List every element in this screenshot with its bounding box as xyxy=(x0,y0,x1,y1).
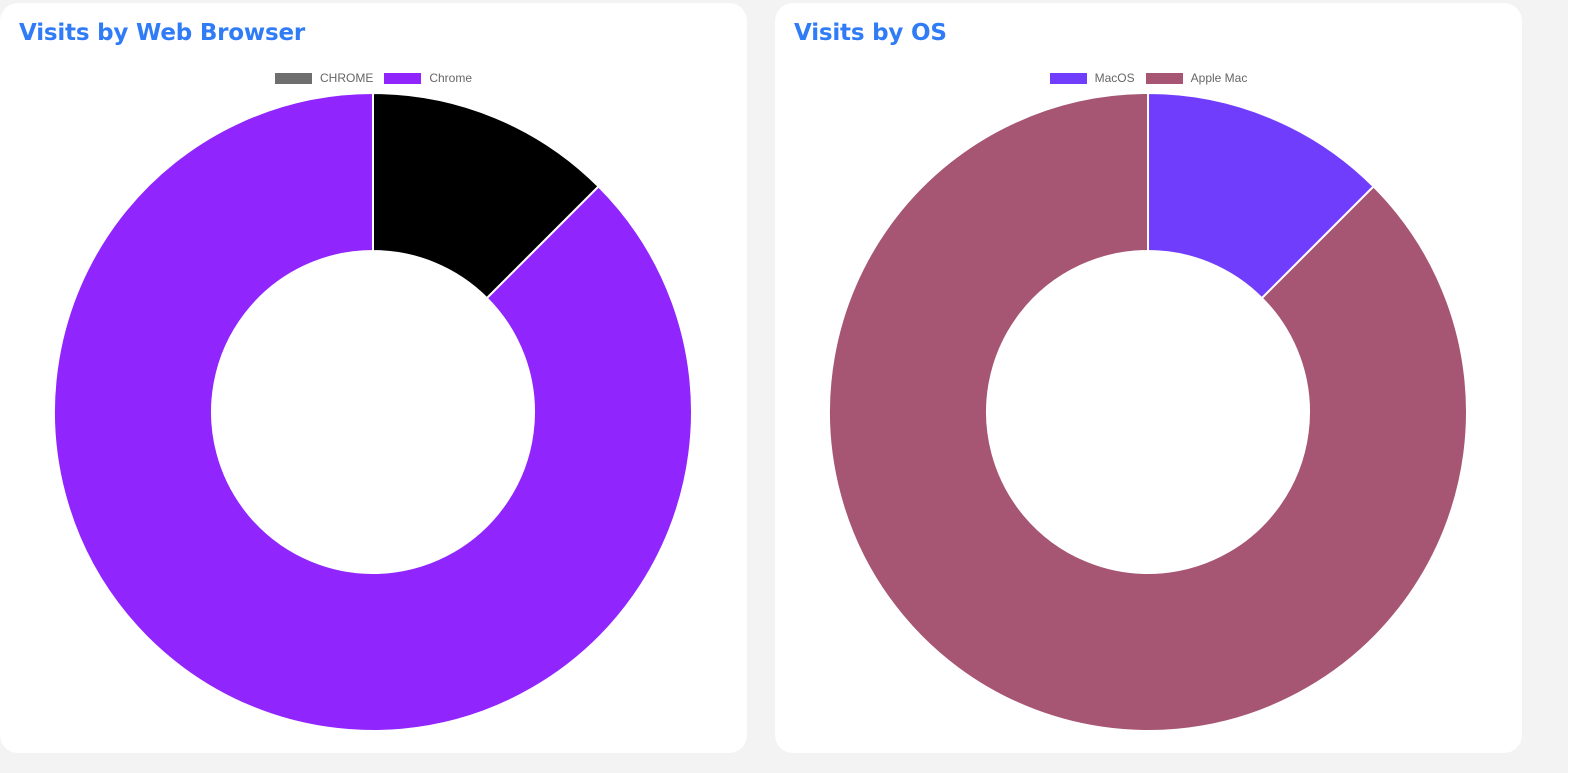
os-chart-title: Visits by OS xyxy=(794,20,947,46)
legend-item-apple-mac-1[interactable]: Apple Mac xyxy=(1145,71,1248,85)
browser-chart-title: Visits by Web Browser xyxy=(19,20,305,46)
legend-item-macos-0[interactable]: MacOS xyxy=(1049,71,1135,85)
os-slice-macos-0[interactable] xyxy=(1147,91,1375,300)
legend-swatch xyxy=(274,72,312,84)
legend-label: CHROME xyxy=(319,71,374,85)
legend-item-chrome-1[interactable]: Chrome xyxy=(384,71,472,85)
os-donut-chart xyxy=(828,91,1468,732)
legend-label: MacOS xyxy=(1094,71,1135,85)
browser-donut-chart xyxy=(53,91,693,732)
page-edge xyxy=(1568,0,1585,773)
legend-swatch xyxy=(384,72,422,84)
legend-swatch xyxy=(1145,72,1183,84)
legend-swatch xyxy=(1049,72,1087,84)
browser-chart-legend: CHROME Chrome xyxy=(0,69,747,87)
os-chart-legend: MacOS Apple Mac xyxy=(775,69,1522,87)
legend-label: Apple Mac xyxy=(1190,71,1248,85)
browser-chart-card: Visits by Web Browser CHROME Chrome xyxy=(0,3,747,753)
browser-slice-chrome-1[interactable] xyxy=(53,91,693,732)
browser-slice-chrome-0[interactable] xyxy=(372,91,600,300)
legend-label: Chrome xyxy=(429,71,473,85)
os-slice-apple-mac-1[interactable] xyxy=(828,91,1468,732)
os-chart-card: Visits by OS MacOS Apple Mac xyxy=(775,3,1522,753)
legend-item-chrome-0[interactable]: CHROME xyxy=(274,71,374,85)
